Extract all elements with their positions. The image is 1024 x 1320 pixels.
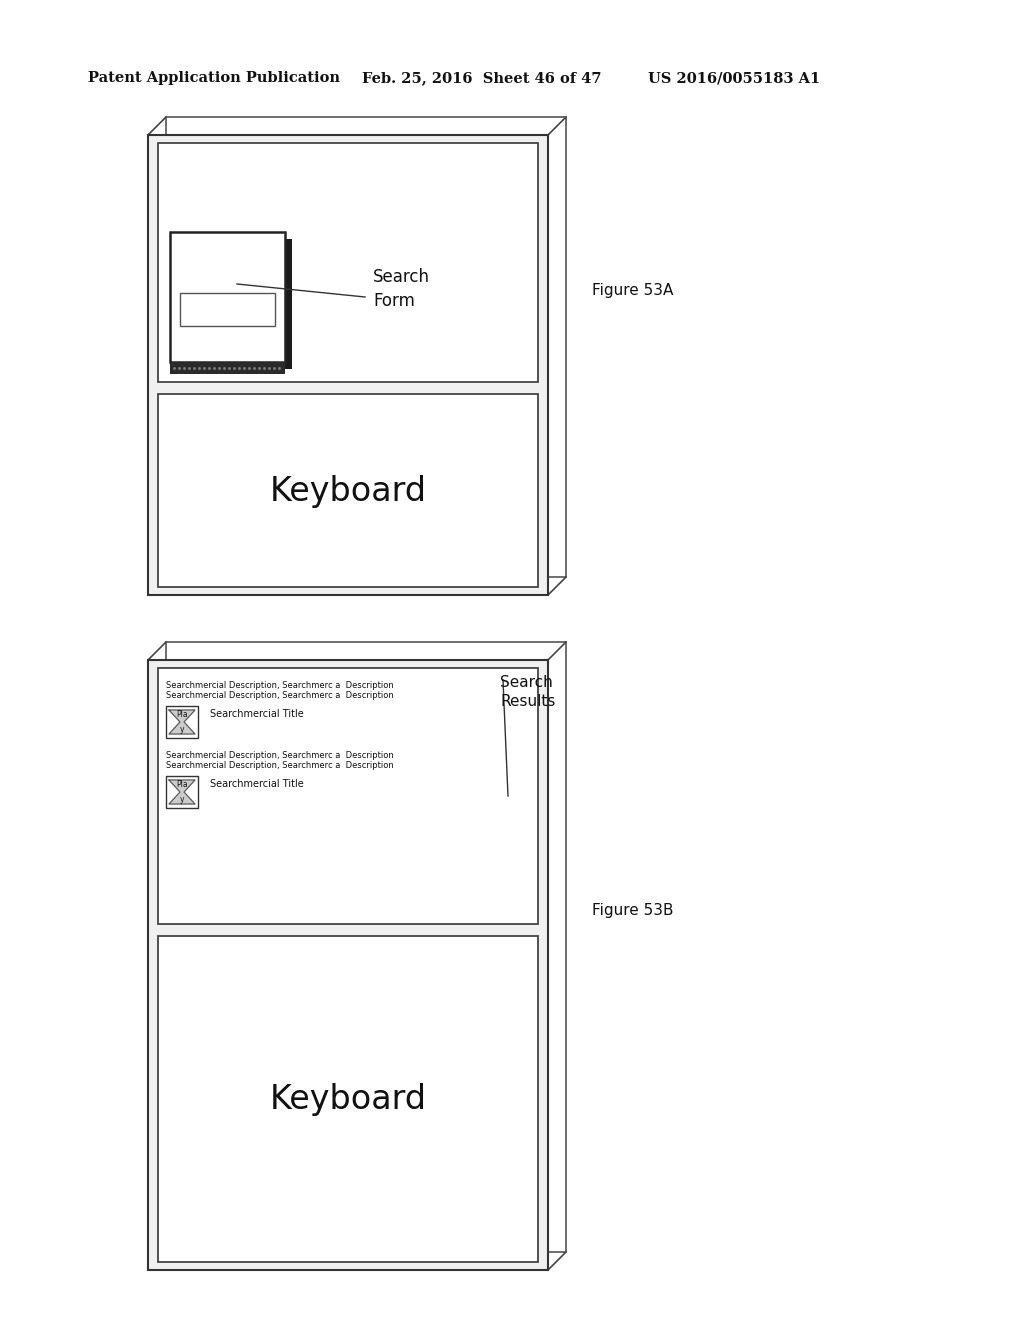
Bar <box>166 642 566 1251</box>
Bar <box>166 706 198 738</box>
Text: Search
Results: Search Results <box>500 675 555 709</box>
Text: Figure 53B: Figure 53B <box>592 903 674 917</box>
Text: Searchmercial Description, Searchmerc a  Description: Searchmercial Description, Searchmerc a … <box>166 681 394 690</box>
Polygon shape <box>169 710 195 734</box>
Polygon shape <box>169 780 195 804</box>
Text: US 2016/0055183 A1: US 2016/0055183 A1 <box>648 71 820 84</box>
Text: Searchmercial Description, Searchmerc a  Description: Searchmercial Description, Searchmerc a … <box>166 751 394 760</box>
Text: Patent Application Publication: Patent Application Publication <box>88 71 340 84</box>
Text: Searchmercial Description, Searchmerc a  Description: Searchmercial Description, Searchmerc a … <box>166 762 394 771</box>
Bar <box>170 232 285 362</box>
Bar <box>158 668 538 924</box>
Bar <box>170 362 285 374</box>
Text: Keyboard: Keyboard <box>269 474 427 507</box>
Text: Pla: Pla <box>176 710 187 719</box>
Bar <box>148 135 548 595</box>
Bar <box>166 776 198 808</box>
Text: Feb. 25, 2016  Sheet 46 of 47: Feb. 25, 2016 Sheet 46 of 47 <box>362 71 601 84</box>
Text: Search
Form: Search Form <box>373 268 430 310</box>
Text: Figure 53A: Figure 53A <box>592 282 674 297</box>
Text: Searchmercial Description, Searchmerc a  Description: Searchmercial Description, Searchmerc a … <box>166 692 394 701</box>
Bar <box>158 143 538 381</box>
Text: y: y <box>180 725 184 734</box>
Text: Keyboard: Keyboard <box>269 1082 427 1115</box>
Bar <box>166 117 566 577</box>
Bar <box>158 393 538 587</box>
Text: Searchmercial Title: Searchmercial Title <box>210 779 304 789</box>
Bar <box>180 293 275 326</box>
Bar <box>148 660 548 1270</box>
Bar <box>158 936 538 1262</box>
Bar <box>177 239 292 370</box>
Text: Searchmercial Title: Searchmercial Title <box>210 709 304 719</box>
Text: y: y <box>180 795 184 804</box>
Text: Pla: Pla <box>176 780 187 789</box>
